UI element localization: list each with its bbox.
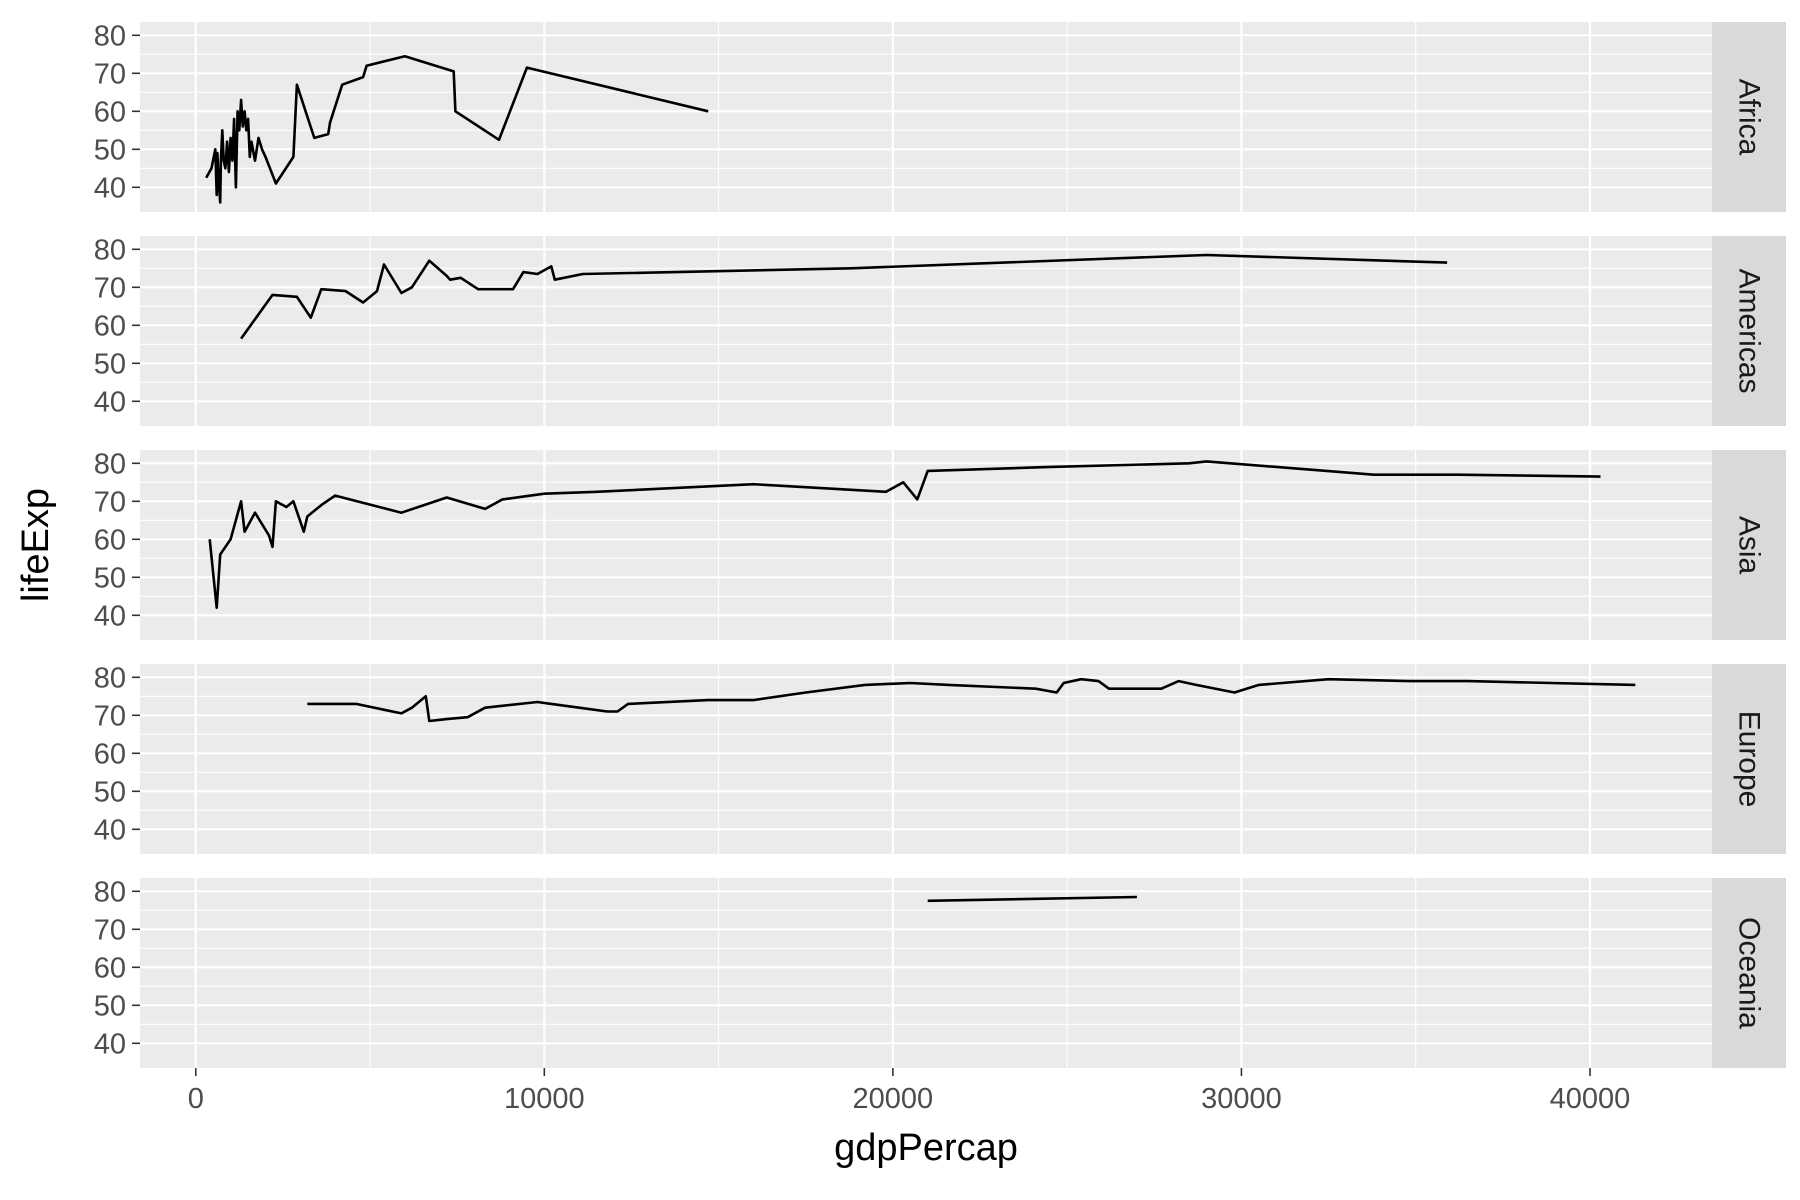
strip-label-asia: Asia [1733, 516, 1766, 575]
facet-panel-oceania: 40 50 60 70 80 Oceania [94, 876, 1786, 1068]
y-axis-title: lifeExp [15, 488, 57, 602]
y-tick-label: 40 [94, 814, 126, 846]
y-tick-label: 40 [94, 600, 126, 632]
y-tick-label: 60 [94, 952, 126, 984]
y-tick-label: 70 [94, 914, 126, 946]
facet-panel-africa: 40 50 60 70 80 Africa [94, 20, 1786, 212]
facet-panel-europe: 40 50 60 70 80 Europe [94, 662, 1786, 854]
y-tick-label: 60 [94, 96, 126, 128]
y-tick-label: 50 [94, 562, 126, 594]
y-tick-label: 70 [94, 272, 126, 304]
panel-background [140, 22, 1712, 212]
y-tick-label: 40 [94, 1028, 126, 1060]
y-tick-label: 80 [94, 662, 126, 694]
y-tick-label: 60 [94, 310, 126, 342]
y-tick-label: 80 [94, 448, 126, 480]
y-tick-label: 70 [94, 486, 126, 518]
strip-label-oceania: Oceania [1733, 917, 1766, 1029]
y-tick-label: 50 [94, 776, 126, 808]
y-tick-label: 50 [94, 134, 126, 166]
strip-label-europe: Europe [1733, 711, 1766, 808]
x-tick-label: 40000 [1550, 1083, 1631, 1115]
y-tick-label: 70 [94, 700, 126, 732]
panel-background [140, 878, 1712, 1068]
facet-panel-americas: 40 50 60 70 80 Americas [94, 234, 1786, 426]
y-tick-label: 80 [94, 20, 126, 52]
y-tick-label: 60 [94, 738, 126, 770]
strip-label-americas: Americas [1733, 268, 1766, 393]
x-tick-label: 20000 [853, 1083, 934, 1115]
y-tick-label: 40 [94, 386, 126, 418]
y-tick-label: 80 [94, 234, 126, 266]
facet-panel-asia: 40 50 60 70 80 Asia [94, 448, 1786, 640]
y-tick-label: 60 [94, 524, 126, 556]
y-tick-label: 80 [94, 876, 126, 908]
x-tick-label: 10000 [504, 1083, 585, 1115]
panel-background [140, 664, 1712, 854]
x-axis-title: gdpPercap [834, 1127, 1018, 1169]
y-tick-label: 40 [94, 172, 126, 204]
y-tick-label: 50 [94, 348, 126, 380]
y-tick-label: 50 [94, 990, 126, 1022]
x-tick-label: 30000 [1201, 1083, 1282, 1115]
x-tick-label: 0 [188, 1083, 204, 1115]
y-tick-label: 70 [94, 58, 126, 90]
strip-label-africa: Africa [1733, 79, 1766, 156]
